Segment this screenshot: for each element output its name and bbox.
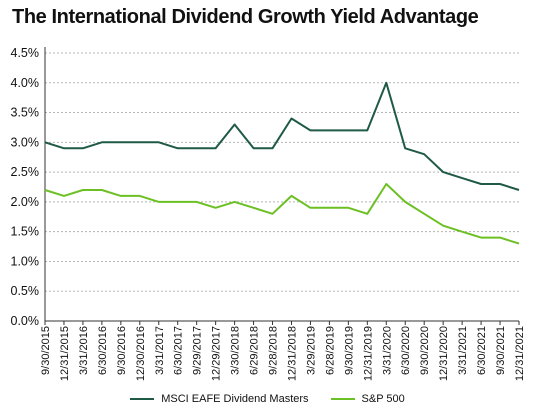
x-tick-label: 12/31/2015 <box>59 326 71 381</box>
x-tick-label: 6/30/2021 <box>476 326 488 375</box>
axes <box>44 47 520 325</box>
x-tick-label: 9/30/2016 <box>116 326 128 375</box>
y-tick-label: 0.5% <box>11 284 40 298</box>
y-tick-label: 2.0% <box>11 195 40 209</box>
x-tick-label: 12/31/2021 <box>514 326 526 381</box>
x-tick-label: 9/30/2021 <box>495 326 507 375</box>
legend-swatch-msci-eafe <box>130 398 155 400</box>
x-tick-label: 3/31/2020 <box>381 326 393 375</box>
y-tick-labels: 0.0% 0.5% 1.0% 1.5% 2.0% 2.5% 3.0% 3.5% 4.0% 4.5% <box>11 46 40 328</box>
legend-swatch-sp500 <box>330 398 355 400</box>
y-tick-label: 3.5% <box>11 106 40 120</box>
x-tick-label: 6/30/2016 <box>97 326 109 375</box>
legend-item-msci-eafe: MSCI EAFE Dividend Masters <box>130 393 309 405</box>
x-tick-label: 12/29/2017 <box>211 326 223 381</box>
legend: MSCI EAFE Dividend Masters S&P 500 <box>0 393 535 405</box>
x-tick-label: 12/30/2016 <box>135 326 147 381</box>
x-tick-label: 3/30/2018 <box>230 326 242 375</box>
y-tick-label: 0.0% <box>11 314 40 328</box>
x-tick-label: 6/28/2019 <box>324 326 336 375</box>
x-tick-label: 12/31/2020 <box>438 326 450 381</box>
x-tick-label: 6/29/2018 <box>249 326 261 375</box>
legend-label-sp500: S&P 500 <box>361 393 405 405</box>
y-tick-label: 4.0% <box>11 76 40 90</box>
legend-item-sp500: S&P 500 <box>330 393 405 405</box>
x-tick-label: 3/31/2021 <box>457 326 469 375</box>
x-tick-label: 9/30/2020 <box>419 326 431 375</box>
x-tick-label: 9/29/2017 <box>192 326 204 375</box>
legend-label-msci-eafe: MSCI EAFE Dividend Masters <box>161 393 309 405</box>
x-tick-label: 3/29/2019 <box>305 326 317 375</box>
x-tick-label: 9/30/2019 <box>343 326 355 375</box>
y-tick-label: 4.5% <box>11 46 40 60</box>
y-tick-label: 3.0% <box>11 135 40 149</box>
x-tick-label: 6/30/2020 <box>400 326 412 375</box>
series-line-msci-eafe <box>44 81 520 191</box>
x-tick-label: 3/31/2016 <box>78 326 90 375</box>
y-tick-label: 1.0% <box>11 254 40 268</box>
x-tick-label: 12/31/2018 <box>286 326 298 381</box>
x-tick-label: 3/31/2017 <box>154 326 166 375</box>
line-chart: 0.0% 0.5% 1.0% 1.5% 2.0% 2.5% 3.0% 3.5% 4.0% 4.5%… <box>11 46 527 381</box>
y-tick-label: 1.5% <box>11 225 40 239</box>
chart-title: The International Dividend Growth Yield … <box>12 6 479 28</box>
x-tick-label: 9/30/2015 <box>40 326 52 375</box>
series-lines <box>44 81 520 245</box>
y-tick-label: 2.5% <box>11 165 40 179</box>
x-tick-label: 12/31/2019 <box>362 326 374 381</box>
x-tick-labels: 9/30/2015 12/31/2015 3/31/2016 6/30/2016 9/3… <box>40 326 526 381</box>
series-line-sp500 <box>44 183 520 245</box>
x-tick-label: 9/28/2018 <box>268 326 280 375</box>
gridlines <box>45 52 519 292</box>
x-tick-label: 6/30/2017 <box>173 326 185 375</box>
